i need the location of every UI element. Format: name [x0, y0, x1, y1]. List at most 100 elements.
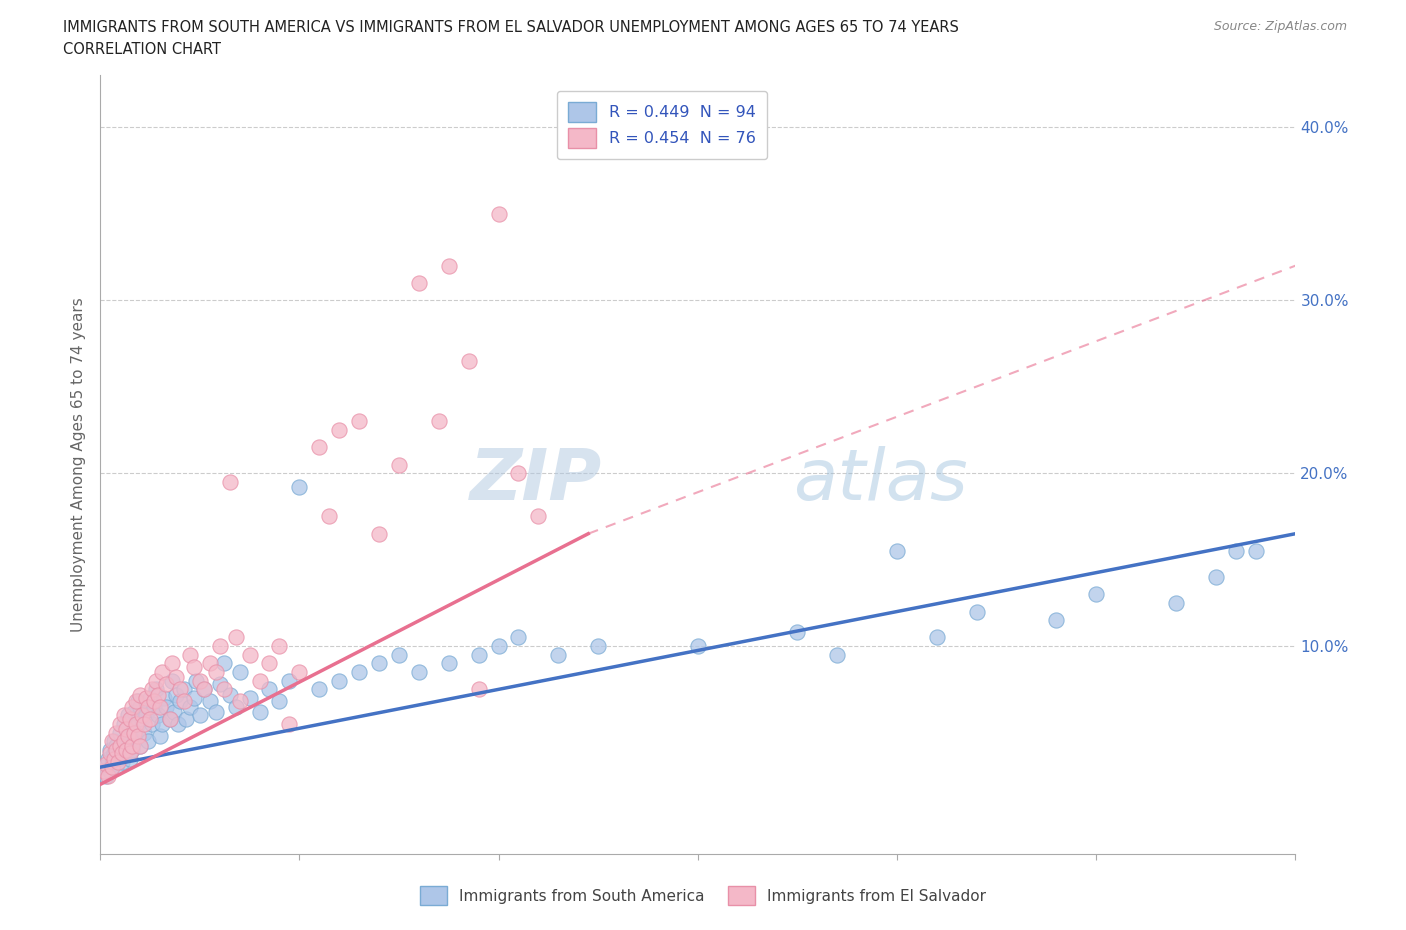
- Point: [408, 275, 430, 290]
- Point: [153, 691, 176, 706]
- Point: [105, 742, 128, 757]
- Point: [163, 704, 186, 719]
- Point: [488, 639, 510, 654]
- Point: [103, 734, 125, 749]
- Point: [93, 760, 115, 775]
- Point: [508, 466, 530, 481]
- Point: [121, 699, 143, 714]
- Point: [1244, 543, 1267, 558]
- Point: [131, 708, 153, 723]
- Point: [188, 708, 211, 723]
- Point: [112, 708, 135, 723]
- Point: [122, 725, 145, 740]
- Point: [1085, 587, 1108, 602]
- Point: [115, 734, 138, 749]
- Point: [97, 751, 120, 766]
- Point: [1164, 595, 1187, 610]
- Point: [467, 647, 489, 662]
- Point: [121, 711, 143, 726]
- Point: [212, 682, 235, 697]
- Point: [308, 440, 330, 455]
- Point: [129, 687, 152, 702]
- Point: [1225, 543, 1247, 558]
- Point: [165, 670, 187, 684]
- Point: [225, 699, 247, 714]
- Point: [125, 716, 148, 731]
- Point: [118, 728, 141, 743]
- Point: [159, 711, 181, 726]
- Point: [183, 691, 205, 706]
- Point: [117, 728, 139, 743]
- Point: [146, 708, 169, 723]
- Point: [98, 742, 121, 757]
- Point: [149, 699, 172, 714]
- Point: [966, 604, 988, 619]
- Point: [193, 682, 215, 697]
- Point: [388, 647, 411, 662]
- Point: [145, 682, 167, 697]
- Point: [127, 694, 149, 709]
- Point: [198, 656, 221, 671]
- Point: [586, 639, 609, 654]
- Text: ZIP: ZIP: [470, 445, 602, 514]
- Point: [174, 711, 197, 726]
- Point: [141, 682, 163, 697]
- Point: [149, 728, 172, 743]
- Point: [457, 353, 479, 368]
- Point: [925, 630, 948, 644]
- Point: [318, 509, 340, 524]
- Point: [368, 656, 391, 671]
- Point: [141, 716, 163, 731]
- Point: [188, 673, 211, 688]
- Point: [121, 742, 143, 757]
- Point: [98, 764, 121, 778]
- Point: [269, 639, 291, 654]
- Point: [368, 526, 391, 541]
- Point: [112, 734, 135, 749]
- Point: [165, 687, 187, 702]
- Point: [122, 704, 145, 719]
- Point: [208, 677, 231, 692]
- Point: [127, 728, 149, 743]
- Point: [129, 739, 152, 754]
- Point: [97, 768, 120, 783]
- Point: [204, 704, 226, 719]
- Point: [108, 746, 131, 761]
- Point: [135, 691, 157, 706]
- Point: [169, 694, 191, 709]
- Point: [145, 673, 167, 688]
- Point: [112, 742, 135, 757]
- Point: [218, 687, 240, 702]
- Point: [105, 760, 128, 775]
- Point: [115, 722, 138, 737]
- Point: [169, 682, 191, 697]
- Point: [347, 665, 370, 680]
- Point: [328, 673, 350, 688]
- Point: [249, 673, 271, 688]
- Point: [101, 756, 124, 771]
- Point: [204, 665, 226, 680]
- Point: [111, 746, 134, 761]
- Point: [107, 751, 129, 766]
- Point: [118, 746, 141, 761]
- Point: [228, 665, 250, 680]
- Point: [105, 739, 128, 754]
- Point: [139, 691, 162, 706]
- Point: [142, 699, 165, 714]
- Point: [208, 639, 231, 654]
- Point: [467, 682, 489, 697]
- Point: [527, 509, 550, 524]
- Y-axis label: Unemployment Among Ages 65 to 74 years: Unemployment Among Ages 65 to 74 years: [72, 298, 86, 631]
- Point: [259, 656, 281, 671]
- Point: [93, 764, 115, 778]
- Point: [1205, 569, 1227, 584]
- Point: [437, 259, 460, 273]
- Point: [288, 480, 311, 495]
- Point: [103, 751, 125, 766]
- Point: [328, 422, 350, 437]
- Point: [198, 694, 221, 709]
- Point: [786, 625, 808, 640]
- Point: [238, 691, 260, 706]
- Point: [173, 682, 195, 697]
- Point: [135, 708, 157, 723]
